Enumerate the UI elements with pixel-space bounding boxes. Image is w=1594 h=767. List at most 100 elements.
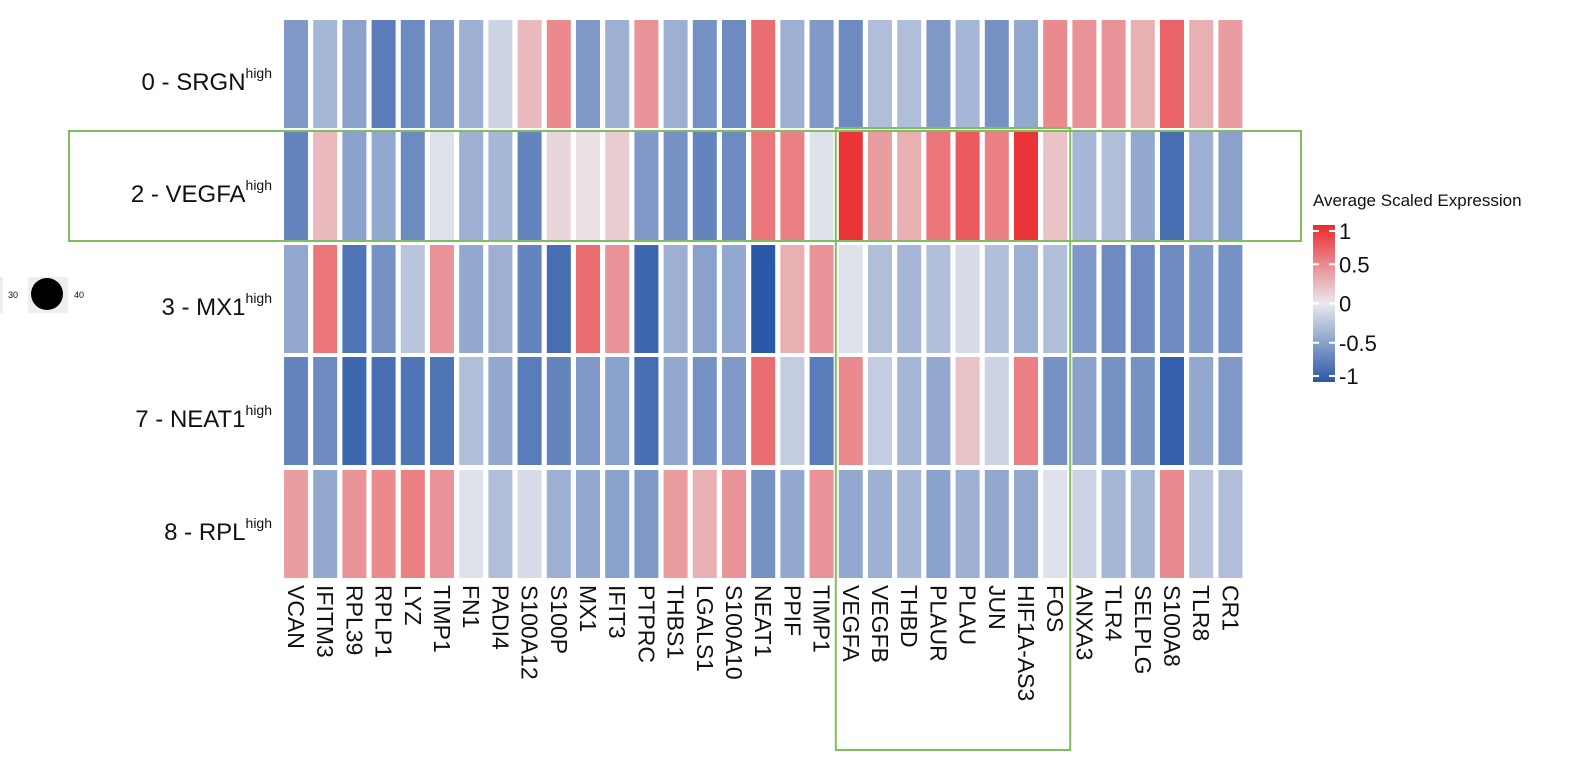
heatmap-cell <box>1014 20 1038 128</box>
heatmap-cell <box>459 20 484 128</box>
heatmap-cells <box>284 20 1243 578</box>
heatmap-cell <box>546 20 571 128</box>
heatmap-cell <box>459 245 484 353</box>
heatmap-cell <box>400 132 425 240</box>
heatmap-cell <box>663 245 688 353</box>
heatmap-cell <box>400 357 425 465</box>
heatmap-cell <box>1189 470 1214 578</box>
row-label-name: 8 - RPL <box>164 519 245 546</box>
row-label: 2 - VEGFAhigh <box>131 177 272 208</box>
gene-label: TLR4 <box>1101 585 1127 641</box>
highlight-row-box <box>68 130 1302 242</box>
heatmap-cell <box>955 20 980 128</box>
heatmap-cell <box>634 470 659 578</box>
row-label-name: 3 - MX1 <box>162 294 246 321</box>
heatmap-cell <box>722 470 746 578</box>
heatmap-cell <box>1072 470 1097 578</box>
heatmap-cell <box>313 470 338 578</box>
heatmap-cell <box>1160 357 1184 465</box>
heatmap-cell <box>751 357 776 465</box>
heatmap-cell <box>1160 245 1184 353</box>
heatmap-cell <box>284 20 308 128</box>
heatmap-cell <box>634 245 659 353</box>
heatmap-cell <box>488 20 513 128</box>
gene-label: FOS <box>1042 585 1068 632</box>
heatmap-cell <box>722 20 746 128</box>
gene-label: MX1 <box>575 585 601 632</box>
size-legend-fragment: 30 40 <box>0 277 84 313</box>
heatmap-cell <box>838 20 863 128</box>
gene-label: TIMP1 <box>429 585 455 653</box>
heatmap-cell <box>284 245 308 353</box>
legend-tick-label: -0.5 <box>1339 331 1377 356</box>
heatmap-cell <box>955 470 980 578</box>
heatmap-cell <box>1189 132 1214 240</box>
row-label: 3 - MX1high <box>162 290 273 321</box>
heatmap-cell <box>371 20 396 128</box>
heatmap-cell <box>459 470 484 578</box>
gene-label: FN1 <box>458 585 484 628</box>
heatmap-cell <box>780 470 805 578</box>
heatmap-cell <box>692 132 717 240</box>
heatmap-cell <box>1014 132 1038 240</box>
row-label-superscript: high <box>246 177 272 193</box>
heatmap-cell <box>605 20 630 128</box>
heatmap-cell <box>780 357 805 465</box>
heatmap-cell <box>400 245 425 353</box>
heatmap-cell <box>868 357 892 465</box>
gene-label: S100A12 <box>517 585 543 680</box>
heatmap-cell <box>342 245 367 353</box>
row-label: 8 - RPLhigh <box>164 515 272 546</box>
heatmap-cell <box>751 20 776 128</box>
gene-label: SELPLG <box>1130 585 1156 675</box>
heatmap-cell <box>663 470 688 578</box>
heatmap-cell <box>751 245 776 353</box>
heatmap-cell <box>1043 245 1068 353</box>
heatmap-cell <box>284 132 308 240</box>
heatmap-cell <box>517 470 542 578</box>
heatmap-cell <box>838 357 863 465</box>
heatmap-cell <box>313 132 338 240</box>
heatmap-cell <box>371 470 396 578</box>
heatmap-cell <box>838 470 863 578</box>
gene-label: LGALS1 <box>692 585 718 672</box>
heatmap-cell <box>722 132 746 240</box>
heatmap-cell <box>1218 245 1243 353</box>
heatmap-cell <box>897 470 922 578</box>
heatmap-cell <box>1218 20 1243 128</box>
gene-labels: VCAN IFITM3 RPL39 RPLP1 LYZ TIMP1 FN1 PADI4 S100… <box>283 585 1243 701</box>
heatmap-cell <box>926 470 951 578</box>
heatmap-cell <box>1014 357 1038 465</box>
heatmap-cell <box>517 132 542 240</box>
heatmap-cell <box>780 20 805 128</box>
heatmap-cell <box>488 245 513 353</box>
heatmap-cell <box>955 132 980 240</box>
heatmap-cell <box>1160 470 1184 578</box>
gene-label: PADI4 <box>487 585 513 650</box>
heatmap-cell <box>1130 357 1155 465</box>
heatmap-cell <box>1014 245 1038 353</box>
heatmap-cell <box>546 470 571 578</box>
heatmap-cell <box>313 245 338 353</box>
gene-label: TLR8 <box>1188 585 1214 641</box>
heatmap-cell <box>313 20 338 128</box>
heatmap-cell <box>546 357 571 465</box>
gene-label: RPLP1 <box>371 585 397 658</box>
heatmap-cell <box>663 357 688 465</box>
heatmap-cell <box>459 357 484 465</box>
heatmap-cell <box>634 20 659 128</box>
gene-label: THBD <box>896 585 922 648</box>
gene-label: PTPRC <box>633 585 659 663</box>
heatmap-cell <box>955 357 980 465</box>
heatmap-cell <box>984 20 1009 128</box>
heatmap-cell <box>605 470 630 578</box>
heatmap-cell <box>984 470 1009 578</box>
highlight-boxes <box>68 127 1302 751</box>
gene-label: PLAU <box>955 585 981 645</box>
heatmap-cell <box>1043 20 1068 128</box>
gene-label: HIF1A-AS3 <box>1013 585 1039 701</box>
heatmap-cell <box>400 20 425 128</box>
heatmap-cell <box>663 132 688 240</box>
heatmap-cell <box>1101 470 1126 578</box>
